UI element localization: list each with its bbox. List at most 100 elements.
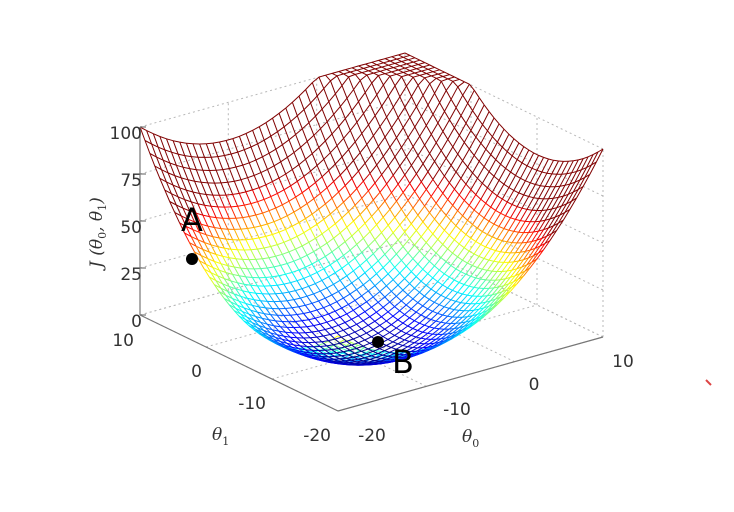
surface-mesh-segment — [397, 174, 406, 185]
surface-mesh-segment — [508, 187, 515, 191]
surface-mesh-segment — [356, 360, 364, 363]
surface-mesh-segment — [485, 202, 492, 208]
surface-mesh-segment — [205, 263, 213, 268]
surface-mesh-segment — [397, 319, 404, 324]
surface-mesh-segment — [440, 199, 449, 210]
surface-mesh-segment — [432, 310, 438, 314]
surface-mesh-segment — [407, 355, 413, 358]
surface-mesh-segment — [363, 113, 369, 126]
surface-mesh-segment — [258, 306, 266, 309]
surface-mesh-segment — [376, 311, 382, 318]
surface-mesh-segment — [204, 242, 212, 246]
surface-mesh-segment — [202, 214, 209, 227]
surface-mesh-segment — [245, 189, 253, 193]
surface-mesh-segment — [452, 243, 460, 254]
surface-mesh-segment — [224, 155, 230, 169]
surface-mesh-segment — [473, 286, 479, 289]
surface-mesh-segment — [591, 161, 597, 166]
surface-mesh-segment — [521, 162, 528, 167]
surface-mesh-segment — [238, 193, 245, 206]
surface-mesh-segment — [490, 141, 498, 155]
surface-mesh-segment — [406, 207, 414, 218]
surface-mesh-segment — [210, 206, 217, 218]
surface-mesh-segment — [434, 81, 442, 94]
surface-mesh-segment — [465, 234, 472, 239]
surface-mesh-segment — [422, 331, 428, 334]
surface-mesh-segment — [584, 173, 591, 178]
surface-mesh-segment — [478, 203, 487, 215]
surface-mesh-segment — [209, 216, 217, 219]
surface-mesh-segment — [477, 177, 483, 184]
surface-mesh-segment — [432, 168, 440, 180]
surface-mesh-segment — [463, 275, 472, 285]
surface-mesh-segment — [415, 305, 424, 313]
surface-mesh-segment — [455, 107, 462, 116]
surface-mesh-segment — [500, 289, 508, 298]
z-tick-label: 75 — [120, 171, 142, 191]
surface-mesh-segment — [538, 186, 546, 199]
surface-mesh-segment — [435, 131, 444, 143]
surface-mesh-segment — [364, 223, 371, 232]
surface-mesh-segment — [584, 164, 592, 178]
surface-mesh-segment — [553, 196, 559, 199]
surface-mesh-segment — [468, 250, 475, 255]
surface-mesh-segment — [185, 143, 192, 157]
surface-mesh-segment — [187, 179, 195, 182]
surface-mesh-segment — [257, 139, 265, 145]
surface-mesh-segment — [273, 264, 281, 268]
surface-mesh-segment — [338, 324, 344, 331]
surface-mesh-segment — [199, 193, 205, 206]
surface-mesh-segment — [452, 289, 458, 293]
surface-mesh-segment — [184, 155, 192, 158]
surface-mesh-segment — [483, 104, 490, 112]
surface-mesh-segment — [377, 146, 384, 157]
surface-mesh-segment — [394, 330, 402, 336]
surface-mesh-segment — [159, 177, 167, 183]
surface-mesh-segment — [357, 342, 364, 347]
surface-mesh-segment — [325, 133, 333, 142]
surface-mesh-segment — [257, 198, 265, 203]
surface-mesh-segment — [389, 209, 396, 218]
surface-mesh-segment — [378, 59, 384, 64]
surface-mesh-segment — [399, 272, 405, 279]
surface-mesh-segment — [442, 244, 448, 250]
surface-mesh-segment — [300, 254, 308, 259]
surface-mesh-segment — [477, 312, 483, 315]
surface-mesh-segment — [358, 339, 365, 344]
surface-mesh-segment — [331, 71, 339, 74]
surface-mesh-segment — [455, 171, 462, 179]
surface-mesh-segment — [272, 177, 280, 183]
surface-mesh-segment — [334, 93, 341, 107]
surface-mesh-segment — [404, 165, 412, 176]
surface-mesh-segment — [440, 315, 448, 323]
surface-mesh-segment — [230, 248, 237, 260]
surface-mesh-segment — [478, 148, 487, 162]
surface-mesh-segment — [417, 255, 425, 265]
surface-mesh-segment — [222, 255, 230, 259]
surface-mesh-segment — [267, 266, 275, 269]
surface-mesh-segment — [256, 311, 263, 319]
surface-mesh-segment — [366, 72, 374, 76]
surface-mesh-segment — [434, 161, 440, 170]
surface-mesh-segment — [425, 125, 432, 135]
surface-mesh-segment — [397, 183, 404, 193]
surface-mesh-segment — [310, 352, 317, 355]
surface-mesh-segment — [430, 239, 439, 249]
surface-mesh-segment — [202, 214, 210, 218]
surface-mesh-segment — [278, 330, 285, 337]
surface-mesh-segment — [240, 267, 247, 278]
surface-mesh-segment — [404, 67, 411, 72]
surface-mesh-segment — [362, 358, 370, 362]
surface-mesh-segment — [465, 315, 473, 323]
floor-grid-line — [205, 272, 472, 348]
surface-mesh-segment — [407, 200, 414, 209]
surface-mesh-segment — [359, 332, 367, 337]
surface-mesh-segment — [159, 178, 166, 191]
surface-mesh-segment — [298, 89, 306, 97]
surface-mesh-segment — [321, 176, 328, 188]
surface-mesh-segment — [424, 324, 430, 328]
surface-mesh-segment — [325, 251, 333, 257]
surface-mesh-segment — [399, 216, 407, 226]
surface-mesh-segment — [531, 252, 539, 263]
surface-mesh-segment — [414, 244, 420, 252]
